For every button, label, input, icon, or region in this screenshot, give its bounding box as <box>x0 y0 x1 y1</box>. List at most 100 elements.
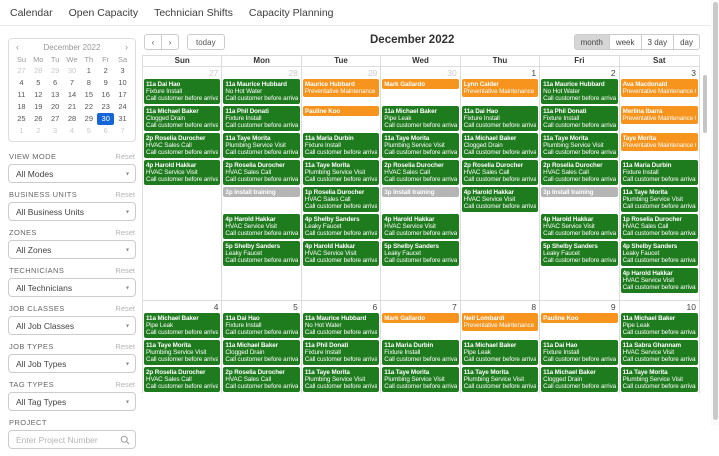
mini-cal-day[interactable]: 27 <box>17 66 26 75</box>
mini-cal-day[interactable]: 27 <box>50 114 60 123</box>
mini-cal-day[interactable]: 23 <box>101 102 110 111</box>
mini-cal-day[interactable]: 2 <box>103 66 108 75</box>
event-maintenance[interactable]: Pauline Koo <box>541 313 618 324</box>
event-job[interactable]: 11a Maurice Hubbard No Hot Water Call cust… <box>302 313 380 339</box>
window-scrollbar[interactable] <box>711 0 719 426</box>
event-job[interactable]: 11a Taye Morita Plumbing Service Visit Cal… <box>223 133 300 159</box>
mini-cal-day-selected[interactable]: 30 <box>97 113 115 125</box>
mini-cal-day[interactable]: 26 <box>34 114 43 123</box>
event-job[interactable]: 2p Roselia Durocher HVAC Sales Call Call c… <box>461 160 539 186</box>
reset-link[interactable]: Reset <box>115 342 135 351</box>
filter-select-job-types[interactable]: All Job Types ▾ <box>8 354 136 373</box>
project-number-input[interactable] <box>16 434 117 445</box>
event-job[interactable]: 2p Roselia Durocher HVAC Sales Call Call c… <box>223 367 300 393</box>
event-job[interactable]: 11a Maria Durbin Fixture Install Call cust… <box>382 340 459 366</box>
mini-cal-day[interactable]: 8 <box>86 78 91 87</box>
event-job[interactable]: 11a Taye Morita Plumbing Service Visit Cal… <box>461 367 539 393</box>
event-job[interactable]: 4p Harold Hakkar HVAC Service Visit Call c… <box>461 187 539 213</box>
mini-cal-day[interactable]: 28 <box>34 66 43 75</box>
event-job[interactable]: 11a Maria Durbin Fixture Install Call cust… <box>302 133 380 159</box>
mini-cal-day[interactable]: 3 <box>53 126 58 135</box>
filter-select-technicians[interactable]: All Technicians ▾ <box>8 278 136 297</box>
event-job[interactable]: 11a Michael Baker Pipe Leak Call customer … <box>382 106 459 132</box>
event-maintenance[interactable]: Neil Lombardi Preventative Maintenance Ch <box>461 313 539 331</box>
event-job[interactable]: 11a Sabra Ghannam HVAC Service Visit Call … <box>620 340 698 366</box>
mini-cal-day[interactable]: 1 <box>19 126 24 135</box>
event-job[interactable]: 11a Michael Baker Clogged Drain Call custo… <box>541 367 618 393</box>
mini-cal-day[interactable]: 7 <box>69 78 75 87</box>
mini-cal-day[interactable]: 4 <box>19 78 24 87</box>
nav-item-technician-shifts[interactable]: Technician Shifts <box>154 6 233 19</box>
event-job[interactable]: 11a Michael Baker Pipe Leak Call customer … <box>620 313 698 339</box>
event-job[interactable]: 11a Taye Morita Plumbing Service Visit Cal… <box>382 367 459 393</box>
mini-cal-day[interactable]: 21 <box>67 102 77 111</box>
view-button-week[interactable]: week <box>609 34 642 50</box>
view-button-day[interactable]: day <box>674 34 700 50</box>
event-job[interactable]: 4p Shelby Sanders Leaky Faucet Call custom… <box>620 241 698 267</box>
prev-button[interactable]: ‹ <box>144 34 162 50</box>
mini-cal-day[interactable]: 10 <box>118 78 127 87</box>
event-job[interactable]: 11a Taye Morita Plumbing Service Visit Cal… <box>302 160 380 186</box>
mini-cal-day[interactable]: 13 <box>50 90 60 99</box>
view-button-month[interactable]: month <box>573 34 610 50</box>
event-job[interactable]: 11a Maurice Hubbard No Hot Water Call cust… <box>541 79 618 105</box>
nav-item-open-capacity[interactable]: Open Capacity <box>68 6 139 19</box>
mini-cal-day[interactable]: 15 <box>84 90 94 99</box>
event-maintenance[interactable]: Mark Gallardo <box>382 313 459 324</box>
event-job[interactable]: 5p Shelby Sanders Leaky Faucet Call custom… <box>382 241 459 267</box>
event-job[interactable]: 2p Roselia Durocher HVAC Sales Call Call c… <box>541 160 618 186</box>
mini-cal-day[interactable]: 9 <box>103 78 108 87</box>
event-job[interactable]: 11a Taye Morita Plumbing Service Visit Cal… <box>541 133 618 159</box>
event-job[interactable]: 11a Phil Donati Fixture Install Call custo… <box>541 106 618 132</box>
event-job[interactable]: 11a Dai Hao Fixture Install Call customer … <box>144 79 221 105</box>
reset-link[interactable]: Reset <box>115 266 135 275</box>
calendar-scrollbar-thumb[interactable] <box>703 75 707 133</box>
event-job[interactable]: 11a Taye Morita Plumbing Service Visit Cal… <box>620 367 698 393</box>
event-maintenance[interactable]: Merlina Ibarra Preventative Maintenance C… <box>620 106 698 124</box>
event-job[interactable]: 11a Taye Morita Plumbing Service Visit Cal… <box>144 340 221 366</box>
mini-cal-day[interactable]: 16 <box>101 90 110 99</box>
event-job[interactable]: 11a Phil Donati Fixture Install Call custo… <box>302 340 380 366</box>
filter-select-tag-types[interactable]: All Tag Types ▾ <box>8 392 136 411</box>
event-maintenance[interactable]: Lynn Calder Preventative Maintenance Ch <box>461 79 539 97</box>
event-job[interactable]: 2p Roselia Durocher HVAC Sales Call Call c… <box>223 160 300 186</box>
mini-cal-day[interactable]: 5 <box>36 78 41 87</box>
mini-cal-day[interactable]: 28 <box>67 114 77 123</box>
nav-item-calendar[interactable]: Calendar <box>10 6 53 19</box>
event-job[interactable]: 11a Michael Baker Pipe Leak Call customer … <box>461 340 539 366</box>
window-scrollbar-thumb[interactable] <box>713 2 718 420</box>
mini-cal-day[interactable]: 12 <box>34 90 43 99</box>
event-job[interactable]: 4p Harold Hakkar HVAC Service Visit Call c… <box>223 214 300 240</box>
mini-cal-day[interactable]: 22 <box>84 102 94 111</box>
event-job[interactable]: 11a Maria Durbin Fixture Install Call cust… <box>620 160 698 186</box>
event-job[interactable]: 4p Harold Hakkar HVAC Service Visit Call c… <box>620 268 698 294</box>
event-job[interactable]: 11a Michael Baker Clogged Drain Call custo… <box>461 133 539 159</box>
event-job[interactable]: 5p Shelby Sanders Leaky Faucet Call custom… <box>541 241 618 267</box>
event-training[interactable]: 3p Install training <box>541 187 618 198</box>
filter-select-business-units[interactable]: All Business Units ▾ <box>8 202 136 221</box>
event-job[interactable]: 11a Michael Baker Clogged Drain Call custo… <box>144 106 221 132</box>
event-job[interactable]: 2p Roselia Durocher HVAC Sales Call Call c… <box>144 367 221 393</box>
event-job[interactable]: 1p Roselia Durocher HVAC Sales Call Call c… <box>620 214 698 240</box>
mini-cal-day[interactable]: 31 <box>118 114 127 123</box>
event-job[interactable]: 4p Harold Hakkar HVAC Service Visit Call c… <box>382 214 459 240</box>
filter-select-job-classes[interactable]: All Job Classes ▾ <box>8 316 136 335</box>
event-job[interactable]: 4p Harold Hakkar HVAC Service Visit Call c… <box>302 241 380 267</box>
mini-cal-day[interactable]: 29 <box>84 114 94 123</box>
event-job[interactable]: 11a Dai Hao Fixture Install Call customer … <box>461 106 539 132</box>
reset-link[interactable]: Reset <box>115 380 135 389</box>
event-job[interactable]: 11a Taye Morita Plumbing Service Visit Cal… <box>302 367 380 393</box>
event-training[interactable]: 3p Install training <box>223 187 300 198</box>
event-job[interactable]: 4p Shelby Sanders Leaky Faucet Call custom… <box>302 214 380 240</box>
event-job[interactable]: 1p Roselia Durocher HVAC Sales Call Call c… <box>302 187 380 213</box>
mini-cal-day[interactable]: 4 <box>69 126 75 135</box>
mini-cal-next-icon[interactable]: › <box>124 42 128 52</box>
event-job[interactable]: 4p Harold Hakkar HVAC Service Visit Call c… <box>144 160 221 186</box>
mini-cal-day[interactable]: 14 <box>67 90 77 99</box>
today-button[interactable]: today <box>187 34 225 50</box>
event-job[interactable]: 11a Dai Hao Fixture Install Call customer … <box>223 313 300 339</box>
reset-link[interactable]: Reset <box>115 228 135 237</box>
mini-cal-day[interactable]: 3 <box>120 66 125 75</box>
event-job[interactable]: 2p Roselia Durocher HVAC Sales Call Call c… <box>144 133 221 159</box>
mini-cal-day[interactable]: 17 <box>118 90 127 99</box>
